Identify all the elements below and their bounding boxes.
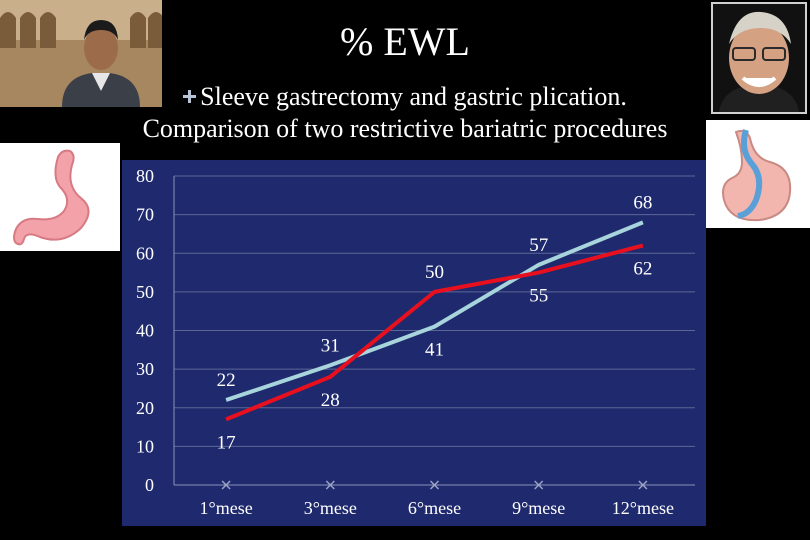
x-tick-marker bbox=[534, 480, 544, 490]
data-label: 31 bbox=[321, 335, 340, 356]
stomach-illustration bbox=[0, 143, 120, 251]
y-tick-label: 20 bbox=[136, 398, 154, 418]
bullet-icon bbox=[183, 90, 197, 103]
chart-svg: 0 10 20 30 40 50 60 70 80 1°mese 3°mese 6°mese 9°mes… bbox=[136, 166, 695, 518]
y-tick-label: 80 bbox=[136, 166, 154, 186]
data-label: 62 bbox=[633, 259, 652, 280]
y-tick-label: 40 bbox=[136, 321, 154, 341]
y-tick-label: 60 bbox=[136, 243, 154, 263]
slide-title: % EWL bbox=[340, 19, 470, 64]
data-label: 22 bbox=[217, 370, 236, 391]
x-tick-label: 6°mese bbox=[408, 498, 461, 518]
y-tick-label: 0 bbox=[145, 475, 154, 495]
y-tick-label: 70 bbox=[136, 205, 154, 225]
presenter-photo-right bbox=[711, 2, 807, 114]
data-label: 68 bbox=[633, 192, 652, 213]
y-tick-label: 50 bbox=[136, 282, 154, 302]
data-label: 57 bbox=[529, 235, 548, 256]
x-tick-marker bbox=[221, 480, 231, 490]
slide-subtitle-line1: Sleeve gastrectomy and gastric plication… bbox=[90, 82, 720, 112]
series-line-1 bbox=[225, 220, 644, 402]
data-label: 50 bbox=[425, 262, 444, 283]
ewl-line-chart: 0 10 20 30 40 50 60 70 80 1°mese 3°mese 6°mese 9°mes… bbox=[122, 160, 706, 526]
data-label: 55 bbox=[529, 286, 548, 307]
x-tick-label: 1°mese bbox=[200, 498, 253, 518]
sleeve-gastrectomy-illustration bbox=[706, 120, 810, 228]
y-tick-label: 30 bbox=[136, 359, 154, 379]
data-label: 41 bbox=[425, 340, 444, 361]
data-label: 17 bbox=[217, 432, 236, 453]
y-tick-label: 10 bbox=[136, 436, 154, 456]
data-label: 28 bbox=[321, 390, 340, 411]
x-tick-marker bbox=[325, 480, 335, 490]
presenter-photo-left bbox=[0, 0, 162, 107]
x-tick-label: 3°mese bbox=[304, 498, 357, 518]
series-line-2 bbox=[225, 243, 644, 422]
x-tick-label: 9°mese bbox=[512, 498, 565, 518]
slide-subtitle-line2: Comparison of two restrictive bariatric … bbox=[142, 114, 668, 143]
subtitle-line1-text: Sleeve gastrectomy and gastric plication… bbox=[200, 82, 627, 111]
x-tick-label: 12°mese bbox=[612, 498, 674, 518]
x-tick-marker bbox=[429, 480, 440, 490]
x-tick-marker bbox=[638, 480, 648, 490]
